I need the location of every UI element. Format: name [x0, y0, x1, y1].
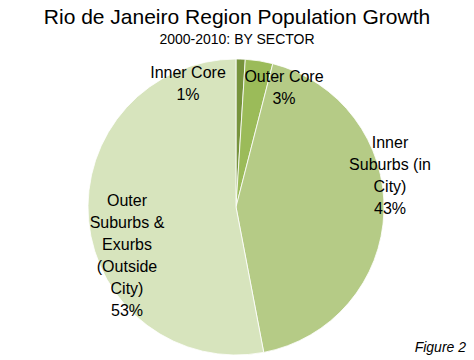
slice-label-line: Outer Core	[244, 68, 323, 85]
value-label: 43%	[374, 200, 406, 217]
slice-label-line: Outer	[107, 192, 148, 209]
slice-label-line: (Outside	[97, 258, 158, 275]
slice-label: Inner Suburbs (in City)	[349, 134, 431, 195]
annotation: Figure 2	[415, 339, 467, 355]
slice-label: Outer Suburbs & Exurbs (Outside City)	[90, 192, 165, 297]
pie-slice	[236, 64, 384, 353]
title: Rio de Janeiro Region Population Growth	[44, 5, 430, 28]
slice-label-line: Suburbs (in	[349, 156, 431, 173]
data-labels: Inner Core 1% Outer Core 3% Inner Suburbs (in…	[90, 64, 431, 319]
value-label: 53%	[111, 302, 143, 319]
slice-label-line: City)	[111, 280, 144, 297]
chart-svg: Rio de Janeiro Region Population Growth 2…	[0, 0, 474, 360]
slice-label: Outer Core	[244, 68, 323, 85]
slice-label-line: Inner Core	[150, 64, 226, 81]
slice-label-line: Exurbs	[102, 236, 152, 253]
slice-label-line: City)	[374, 178, 407, 195]
pie-slice	[88, 59, 264, 355]
pie	[88, 59, 384, 355]
subtitle: 2000-2010: BY SECTOR	[159, 31, 314, 47]
chart-container: Rio de Janeiro Region Population Growth 2…	[0, 0, 474, 360]
slice-label: Inner Core	[150, 64, 226, 81]
value-label: 3%	[272, 90, 295, 107]
slice-label-line: Inner	[372, 134, 409, 151]
slice-label-line: Suburbs &	[90, 214, 165, 231]
value-label: 1%	[176, 86, 199, 103]
